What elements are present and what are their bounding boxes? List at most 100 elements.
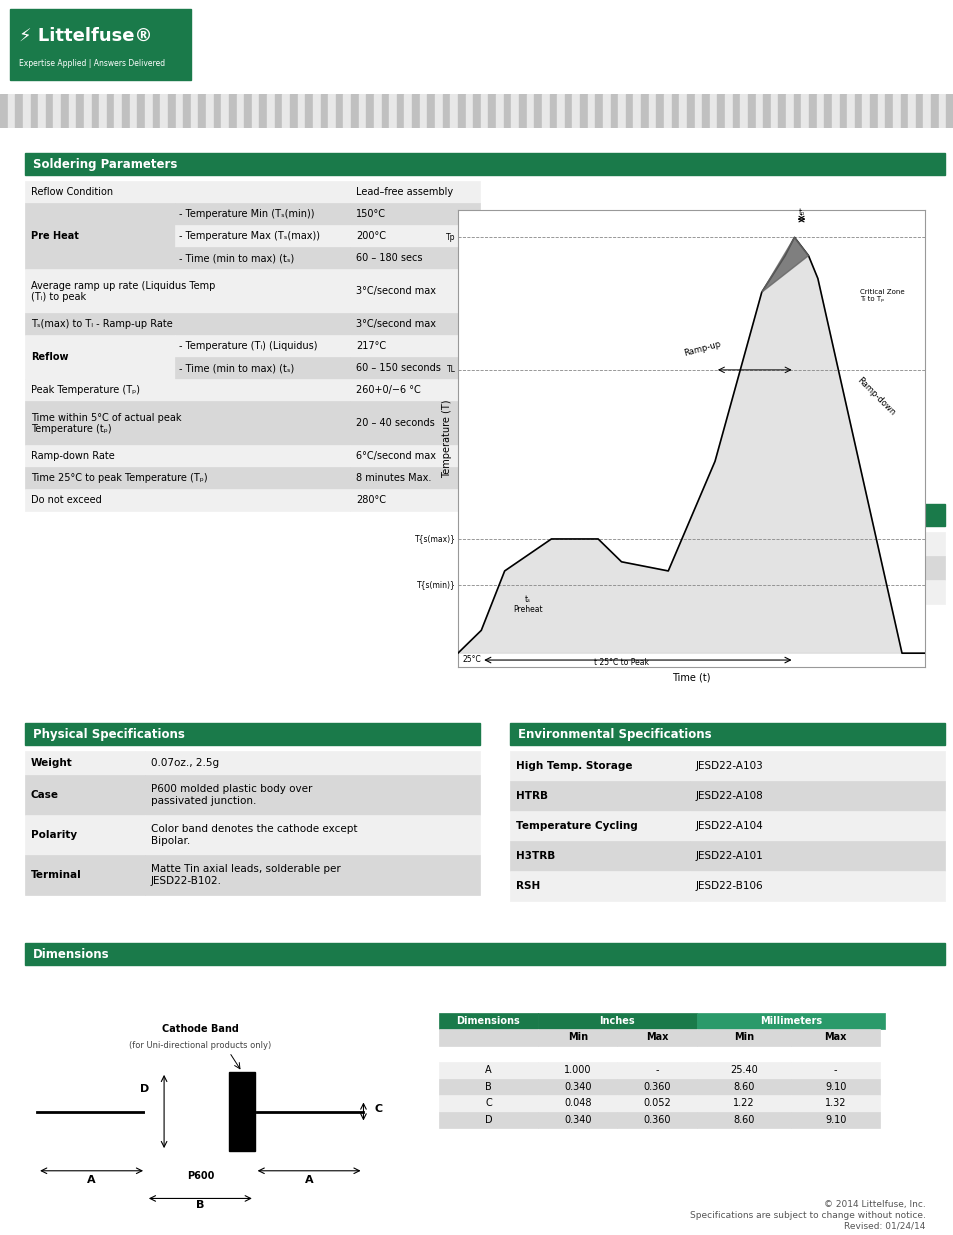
X-axis label: Time (t): Time (t) bbox=[672, 672, 710, 683]
Text: A: A bbox=[87, 1174, 96, 1184]
Text: Case: Case bbox=[30, 790, 59, 800]
Text: JESD22-A103: JESD22-A103 bbox=[696, 761, 763, 771]
Bar bbox=[350, 379, 479, 401]
Text: Ramp-down Rate: Ramp-down Rate bbox=[30, 451, 114, 462]
Text: -: - bbox=[655, 1066, 659, 1076]
Bar bbox=[69, 94, 76, 128]
Bar bbox=[389, 94, 396, 128]
Bar bbox=[350, 401, 479, 446]
Bar bbox=[259, 94, 267, 128]
Bar bbox=[671, 94, 679, 128]
Bar bbox=[358, 94, 366, 128]
Bar bbox=[790, 1095, 880, 1112]
Bar bbox=[25, 446, 350, 467]
Text: JESD22-A104: JESD22-A104 bbox=[696, 821, 763, 831]
Bar bbox=[617, 1078, 696, 1095]
Text: Soldering Parameters: Soldering Parameters bbox=[33, 158, 177, 170]
Bar bbox=[701, 94, 709, 128]
Bar bbox=[900, 94, 907, 128]
Bar bbox=[8, 94, 15, 128]
Bar bbox=[328, 94, 335, 128]
Text: Dipping Time :: Dipping Time : bbox=[516, 563, 601, 573]
Text: 1.22: 1.22 bbox=[732, 1098, 754, 1108]
Text: 25°C: 25°C bbox=[462, 656, 481, 664]
Bar bbox=[473, 94, 480, 128]
Bar bbox=[510, 532, 689, 556]
Bar bbox=[25, 401, 350, 446]
Bar bbox=[10, 10, 191, 80]
Bar bbox=[350, 336, 479, 357]
Text: 10 seconds: 10 seconds bbox=[696, 563, 755, 573]
Bar bbox=[438, 1029, 537, 1046]
Text: RSH: RSH bbox=[516, 881, 539, 892]
Bar bbox=[25, 815, 145, 855]
Bar bbox=[350, 226, 479, 247]
Bar bbox=[350, 204, 479, 226]
Bar bbox=[23, 94, 30, 128]
Bar bbox=[679, 94, 686, 128]
Bar bbox=[25, 944, 944, 965]
Bar bbox=[564, 94, 572, 128]
Bar bbox=[15, 94, 23, 128]
Text: Critical Zone
Tₗ to Tₚ: Critical Zone Tₗ to Tₚ bbox=[859, 289, 903, 303]
Text: 20 – 40 seconds: 20 – 40 seconds bbox=[355, 419, 435, 429]
Text: Temperature Cycling: Temperature Cycling bbox=[516, 821, 638, 831]
Bar bbox=[282, 94, 290, 128]
Text: 280°C: 280°C bbox=[355, 495, 386, 505]
Bar bbox=[793, 94, 801, 128]
Bar bbox=[419, 94, 427, 128]
Text: Tₛ(max) to Tₗ - Ramp-up Rate: Tₛ(max) to Tₗ - Ramp-up Rate bbox=[30, 320, 172, 330]
Text: T{s(max)}: T{s(max)} bbox=[415, 535, 456, 543]
Bar bbox=[617, 1029, 696, 1046]
Text: Time 25°C to peak Temperature (Tₚ): Time 25°C to peak Temperature (Tₚ) bbox=[30, 473, 208, 483]
Bar bbox=[526, 94, 534, 128]
Bar bbox=[689, 751, 944, 782]
Text: Ramp-down: Ramp-down bbox=[854, 375, 896, 417]
Bar bbox=[709, 94, 717, 128]
Bar bbox=[174, 247, 350, 269]
Bar bbox=[823, 94, 831, 128]
Bar bbox=[145, 751, 479, 776]
Text: Max: Max bbox=[645, 1032, 668, 1042]
Bar bbox=[846, 94, 854, 128]
Text: 1.32: 1.32 bbox=[824, 1098, 845, 1108]
Text: 3°C/second max: 3°C/second max bbox=[355, 320, 436, 330]
Bar bbox=[732, 94, 740, 128]
Text: 8.60: 8.60 bbox=[733, 1082, 754, 1092]
Text: Millimeters: Millimeters bbox=[760, 1016, 821, 1026]
Bar bbox=[174, 357, 350, 379]
Bar bbox=[790, 1029, 880, 1046]
Text: Max: Max bbox=[823, 1032, 846, 1042]
Bar bbox=[46, 94, 53, 128]
Bar bbox=[790, 1062, 880, 1078]
Text: C: C bbox=[484, 1098, 492, 1108]
Text: C: C bbox=[374, 1104, 382, 1114]
Bar bbox=[438, 1013, 537, 1029]
Bar bbox=[438, 1062, 537, 1078]
Bar bbox=[537, 1095, 617, 1112]
Bar bbox=[122, 94, 130, 128]
Bar bbox=[25, 724, 479, 745]
Text: Dimensions: Dimensions bbox=[33, 947, 110, 961]
Bar bbox=[374, 94, 381, 128]
Bar bbox=[25, 489, 350, 511]
Bar bbox=[274, 94, 282, 128]
Polygon shape bbox=[457, 237, 924, 653]
Text: (for Uni-directional products only): (for Uni-directional products only) bbox=[129, 1041, 272, 1050]
Bar bbox=[503, 94, 511, 128]
Bar bbox=[114, 94, 122, 128]
Bar bbox=[518, 94, 526, 128]
Bar bbox=[396, 94, 404, 128]
Text: Matte Tin axial leads, solderable per
JESD22-B102.: Matte Tin axial leads, solderable per JE… bbox=[151, 864, 340, 885]
Bar bbox=[221, 94, 229, 128]
Bar bbox=[160, 94, 168, 128]
Bar bbox=[350, 247, 479, 269]
Bar bbox=[412, 94, 419, 128]
Bar bbox=[146, 1072, 254, 1151]
Bar bbox=[366, 94, 374, 128]
Bar bbox=[510, 841, 689, 871]
Bar bbox=[534, 94, 541, 128]
Bar bbox=[25, 379, 350, 401]
Bar bbox=[541, 94, 549, 128]
Text: Weight: Weight bbox=[30, 758, 72, 768]
